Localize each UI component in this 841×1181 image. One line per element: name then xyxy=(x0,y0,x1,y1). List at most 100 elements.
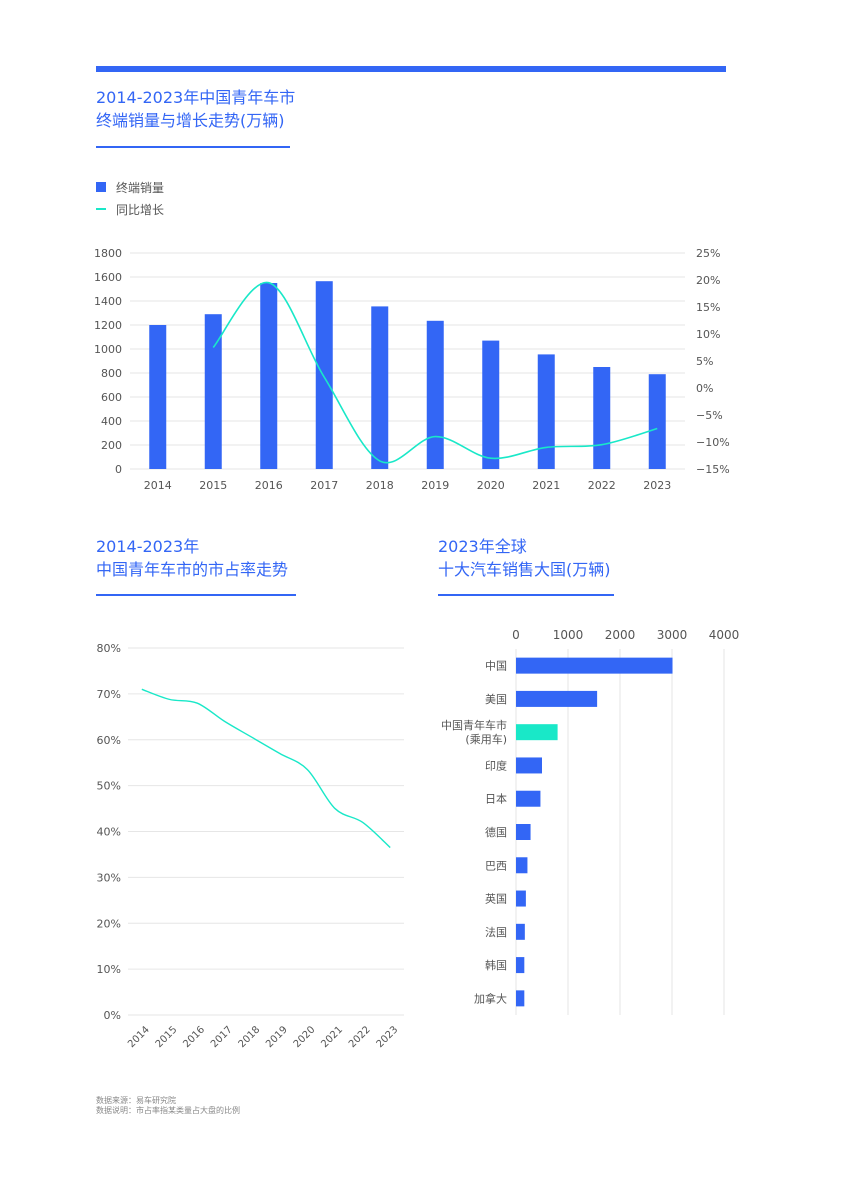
chart3-xtick-label: 3000 xyxy=(657,628,688,642)
chart3-category-label: 德国 xyxy=(485,825,507,839)
legend-label-line: 同比增长 xyxy=(116,202,165,217)
chart1-y2tick-label: 5% xyxy=(696,355,713,368)
chart2-ytick-label: 40% xyxy=(97,826,121,839)
chart3-category-label-line: 日本 xyxy=(485,792,507,806)
chart2-title-underline xyxy=(96,594,296,596)
chart1-xtick-label: 2019 xyxy=(421,479,449,492)
legend-swatch-line xyxy=(96,208,106,210)
chart2-share-line xyxy=(141,688,391,849)
chart1-title-underline xyxy=(96,146,290,148)
chart3-category-label-line: 韩国 xyxy=(485,958,507,972)
chart1-y2tick-label: 10% xyxy=(696,328,720,341)
chart3-category-label: 法国 xyxy=(485,925,507,939)
chart1-bar xyxy=(648,374,666,469)
chart1-bar xyxy=(149,325,167,469)
chart2-ytick-label: 60% xyxy=(97,734,121,747)
chart3-bar xyxy=(516,923,525,940)
chart3-bar xyxy=(516,990,525,1007)
chart1-y2tick-label: 15% xyxy=(696,301,720,314)
chart2-title-line1: 2014-2023年 xyxy=(96,537,200,556)
chart1-bar xyxy=(260,283,278,469)
footer-source: 数据来源：易车研究院 xyxy=(96,1096,176,1105)
chart3-bar xyxy=(516,957,525,974)
footer: 数据来源：易车研究院 数据说明：市占率指某类量占大盘的比例 xyxy=(96,1096,240,1116)
chart1-xtick-label: 2017 xyxy=(310,479,338,492)
chart3-category-label: 英国 xyxy=(485,892,507,906)
chart3-category-label-line: 英国 xyxy=(485,892,507,906)
chart1-ytick-label: 800 xyxy=(101,367,122,380)
chart2-title-line2: 中国青年车市的市占率走势 xyxy=(96,560,289,579)
chart1-y2tick-label: −15% xyxy=(696,463,730,476)
chart3-xtick-label: 0 xyxy=(512,628,520,642)
chart1-y2tick-label: −10% xyxy=(696,436,730,449)
chart1-ytick-label: 200 xyxy=(101,439,122,452)
chart1-xtick-label: 2021 xyxy=(532,479,560,492)
chart1-xtick-label: 2018 xyxy=(366,479,394,492)
chart1-title-line2: 终端销量与增长走势(万辆) xyxy=(96,111,285,130)
chart3-category-label: 印度 xyxy=(485,758,507,772)
chart2-ytick-label: 80% xyxy=(97,642,121,655)
chart3-bar xyxy=(516,690,598,707)
legend-swatch-bar xyxy=(96,182,106,192)
chart1-xtick-label: 2016 xyxy=(255,479,283,492)
chart1-ytick-label: 600 xyxy=(101,391,122,404)
chart3-category-label: 中国 xyxy=(485,660,507,673)
chart3-bar xyxy=(516,857,528,874)
chart3-bar-highlight xyxy=(516,724,558,741)
chart2-ytick-label: 10% xyxy=(97,963,121,976)
chart3-category-label: 美国 xyxy=(485,693,507,706)
chart1-bar xyxy=(371,306,389,469)
legend-label-bar: 终端销量 xyxy=(116,180,165,195)
chart1-ytick-label: 400 xyxy=(101,415,122,428)
chart1-xtick-label: 2023 xyxy=(643,479,671,492)
chart3-category-label-line: 中国青年车市 xyxy=(441,718,507,732)
chart3-bar xyxy=(516,890,526,907)
chart3-xtick-label: 1000 xyxy=(553,628,584,642)
chart1-ytick-label: 1400 xyxy=(94,295,122,308)
chart2-ytick-label: 30% xyxy=(97,871,121,884)
chart1-xtick-label: 2020 xyxy=(477,479,505,492)
chart1-ytick-label: 1600 xyxy=(94,271,122,284)
chart2-ytick-label: 0% xyxy=(104,1009,121,1022)
top-accent-bar xyxy=(96,66,726,72)
footer-note: 数据说明：市占率指某类量占大盘的比例 xyxy=(96,1106,240,1115)
chart3-bar xyxy=(516,657,673,674)
chart1-ytick-label: 1000 xyxy=(94,343,122,356)
chart1-y2tick-label: −5% xyxy=(696,409,723,422)
chart3-category-label-line: 加拿大 xyxy=(474,991,507,1005)
chart1-bar xyxy=(482,340,500,469)
chart3-category-label-line: 德国 xyxy=(485,825,507,839)
chart3-bar xyxy=(516,757,542,774)
chart2-ytick-label: 50% xyxy=(97,780,121,793)
chart3-title-line1: 2023年全球 xyxy=(438,537,527,556)
chart1-xtick-label: 2022 xyxy=(588,479,616,492)
chart3-category-label: 中国青年车市(乘用车) xyxy=(441,718,507,746)
chart3-category-label: 日本 xyxy=(485,792,507,806)
chart3-category-label-line: 法国 xyxy=(485,925,507,939)
chart3-category-label: 巴西 xyxy=(485,859,507,872)
chart2-ytick-label: 70% xyxy=(97,688,121,701)
chart3-category-label-line: (乘用车) xyxy=(465,732,507,746)
chart3-category-label: 韩国 xyxy=(485,958,507,972)
chart3-category-label: 加拿大 xyxy=(474,991,507,1005)
chart1-growth-line xyxy=(212,281,658,464)
chart2-title: 2014-2023年 中国青年车市的市占率走势 xyxy=(96,535,288,581)
chart1-ytick-label: 0 xyxy=(115,463,122,476)
chart1-title: 2014-2023年中国青年车市 终端销量与增长走势(万辆) xyxy=(96,86,295,132)
chart3-category-label-line: 中国 xyxy=(485,660,507,673)
chart1-y2tick-label: 0% xyxy=(696,382,713,395)
chart1-bar xyxy=(204,314,222,469)
chart3-category-label-line: 巴西 xyxy=(485,859,507,872)
chart1-bar xyxy=(426,320,444,469)
chart1-xtick-label: 2015 xyxy=(199,479,227,492)
chart3-xtick-label: 4000 xyxy=(709,628,740,642)
chart3-bar xyxy=(516,790,541,807)
legend-item-line: 同比增长 xyxy=(96,198,164,220)
chart1-bar xyxy=(315,281,333,469)
chart1-bar xyxy=(537,354,555,469)
chart1-xtick-label: 2014 xyxy=(144,479,172,492)
chart3-xtick-label: 2000 xyxy=(605,628,636,642)
